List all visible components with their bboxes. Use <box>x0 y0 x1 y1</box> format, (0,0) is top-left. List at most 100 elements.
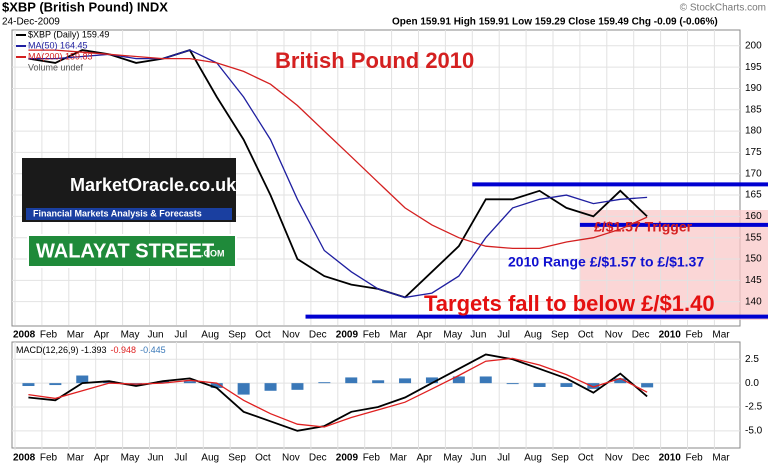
y-tick-label: 155 <box>745 232 762 243</box>
x-tick-label: Sep <box>228 453 246 464</box>
x-tick-label: Jul <box>174 330 187 341</box>
y-tick-label: 170 <box>745 168 762 179</box>
x-tick-label: Apr <box>417 330 433 341</box>
x-tick-label: 2008 <box>13 330 36 341</box>
x-tick-label: Nov <box>282 330 300 341</box>
x-tick-label: Apr <box>417 453 433 464</box>
x-tick-label: Feb <box>686 330 704 341</box>
annotation-targets: Targets fall to below £/$1.40 <box>424 291 715 316</box>
x-tick-label: Mar <box>390 453 408 464</box>
x-tick-label: Feb <box>686 453 704 464</box>
x-tick-label: Feb <box>363 330 381 341</box>
histogram-bar <box>264 383 277 391</box>
histogram-bar <box>425 377 438 384</box>
y-tick-label: 160 <box>745 211 762 222</box>
x-tick-label: Sep <box>551 453 569 464</box>
x-tick-label: Apr <box>94 453 110 464</box>
x-tick-label: May <box>443 330 462 341</box>
x-tick-label: Mar <box>712 330 730 341</box>
y-tick-label: 195 <box>745 62 762 73</box>
x-tick-label: Mar <box>67 330 85 341</box>
histogram-bar <box>399 378 412 384</box>
histogram-bar <box>345 377 358 384</box>
series-line <box>28 353 648 432</box>
x-tick-label: Sep <box>551 330 569 341</box>
symbol: $XBP (British Pound) INDX <box>2 0 168 14</box>
histogram-bar <box>291 383 304 390</box>
x-tick-label: May <box>121 453 140 464</box>
legend-label: MA(200) 159.83 <box>28 51 93 61</box>
x-tick-label: Aug <box>201 453 219 464</box>
series-line <box>28 49 648 250</box>
histogram-bar <box>183 381 196 384</box>
x-tick-label: Oct <box>578 330 594 341</box>
y-tick-label: 190 <box>745 83 762 94</box>
date: 24-Dec-2009 <box>2 17 60 28</box>
x-tick-label: Aug <box>201 330 219 341</box>
annotation-range: 2010 Range £/$1.57 to £/$1.37 <box>508 254 704 270</box>
x-tick-label: 2008 <box>13 453 36 464</box>
y-tick-label: 180 <box>745 126 762 137</box>
histogram-bar <box>372 380 385 384</box>
price-panel <box>11 29 741 327</box>
y-tick-label: -5.0 <box>745 425 763 436</box>
x-tick-label: 2009 <box>336 330 359 341</box>
y-tick-label: 175 <box>745 147 762 158</box>
x-tick-label: Dec <box>309 453 327 464</box>
histogram-bar <box>641 383 654 388</box>
annotation-title: British Pound 2010 <box>275 48 474 73</box>
annotation-trigger: £/$1.57 Trigger <box>594 219 693 235</box>
x-tick-label: Jul <box>174 453 187 464</box>
x-tick-label: Dec <box>632 453 650 464</box>
y-tick-label: 2.5 <box>745 354 759 365</box>
ohlc: Open 159.91 High 159.91 Low 159.29 Close… <box>392 17 718 28</box>
logo2-box <box>27 234 237 268</box>
x-tick-label: Aug <box>524 330 542 341</box>
y-tick-label: 0.0 <box>745 378 759 389</box>
y-tick-label: 200 <box>745 40 762 51</box>
y-tick-label: -2.5 <box>745 402 763 413</box>
y-tick-label: 185 <box>745 104 762 115</box>
histogram-bar <box>76 375 89 384</box>
x-tick-label: Oct <box>255 453 271 464</box>
histogram-bar <box>479 376 492 384</box>
histogram-bar <box>22 383 35 387</box>
x-tick-label: Jun <box>470 453 486 464</box>
x-tick-label: May <box>121 330 140 341</box>
x-tick-label: Nov <box>282 453 300 464</box>
legend-entry: MACD(12,26,9) -1.393 <box>16 345 107 355</box>
logo2-subtext: .COM <box>201 248 225 258</box>
x-tick-label: Jul <box>497 453 510 464</box>
x-tick-label: Dec <box>632 330 650 341</box>
histogram-bar <box>614 378 627 384</box>
x-tick-label: Sep <box>228 330 246 341</box>
x-tick-label: Feb <box>363 453 381 464</box>
x-tick-label: Jun <box>148 330 164 341</box>
x-tick-label: Nov <box>605 330 623 341</box>
histogram-bar <box>587 383 600 389</box>
x-tick-label: May <box>443 453 462 464</box>
histogram-bar <box>237 383 250 395</box>
x-tick-label: Oct <box>255 330 271 341</box>
macd-panel <box>11 341 741 449</box>
x-tick-label: Feb <box>40 330 58 341</box>
x-tick-label: Mar <box>390 330 408 341</box>
histogram-bar <box>103 381 116 384</box>
histogram-bar <box>210 383 223 388</box>
histogram-bar <box>318 382 331 384</box>
series-line <box>28 49 648 299</box>
x-tick-label: Nov <box>605 453 623 464</box>
legend-entry: -0.445 <box>140 345 166 355</box>
x-tick-label: 2009 <box>336 453 359 464</box>
plot: 140 145 150 155 160 165 170 175 180 185 190 195 200 2… <box>12 29 768 464</box>
y-tick-label: 145 <box>745 275 762 286</box>
histogram-bar <box>156 381 169 384</box>
logo2-text: WALAYAT STREET <box>36 240 214 262</box>
y-tick-label: 140 <box>745 296 762 307</box>
legend-entry: -0.948 <box>111 345 137 355</box>
x-tick-label: Mar <box>712 453 730 464</box>
histogram-bar <box>49 383 62 386</box>
histogram-bar <box>533 383 546 387</box>
x-tick-label: Jul <box>497 330 510 341</box>
